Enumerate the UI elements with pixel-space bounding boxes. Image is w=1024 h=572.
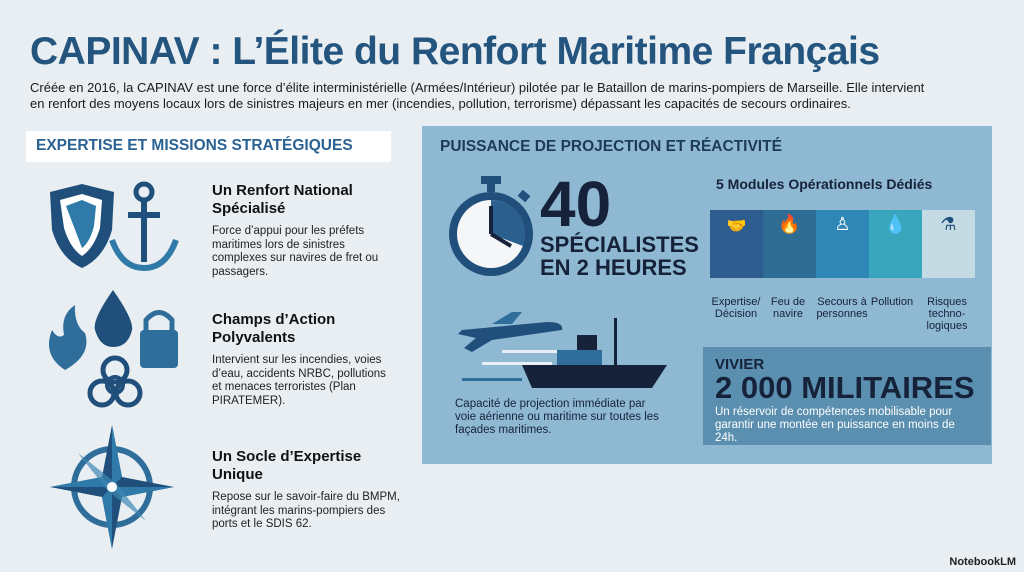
stopwatch-icon bbox=[449, 176, 533, 276]
specialists-count: 40 bbox=[540, 168, 612, 240]
vivier-number: 2 000 MILITAIRES bbox=[715, 370, 975, 405]
module-label: Expertise/ Décision bbox=[711, 296, 761, 320]
section-heading-expertise: EXPERTISE ET MISSIONS STRATÉGIQUES bbox=[26, 131, 391, 162]
module-tech: ⚗ bbox=[922, 210, 975, 278]
module-label: Pollution bbox=[870, 296, 914, 308]
hazards-icon bbox=[48, 290, 178, 408]
plane-ship-icon bbox=[458, 312, 667, 388]
time-label: EN 2 HEURES bbox=[540, 255, 687, 280]
modules-title: 5 Modules Opérationnels Dédiés bbox=[716, 176, 933, 192]
flame-icon: 🔥 bbox=[778, 214, 801, 234]
module-label: Feu de navire bbox=[770, 296, 806, 320]
flask-icon: ⚗ bbox=[940, 214, 957, 234]
mission-item: Champs d’Action Polyvalents Intervient s… bbox=[212, 311, 397, 408]
shield-anchor-icon bbox=[50, 181, 179, 272]
oil-drop-icon: 💧 bbox=[884, 214, 907, 234]
compass-rose-icon bbox=[50, 425, 174, 549]
specialists-label: SPÉCIALISTES bbox=[540, 232, 699, 257]
module-rescue: ♙ bbox=[816, 210, 869, 278]
handshake-icon: 🤝 bbox=[726, 218, 747, 235]
page-title: CAPINAV : L’Élite du Renfort Maritime Fr… bbox=[30, 30, 880, 73]
intro-text: Créée en 2016, la CAPINAV est une force … bbox=[30, 80, 925, 111]
brand-watermark: NotebookLM bbox=[949, 556, 1016, 568]
projection-caption: Capacité de projection immédiate par voi… bbox=[455, 398, 659, 436]
modules-row: 🤝 🔥 ♙ 💧 ⚗ bbox=[710, 210, 976, 330]
mission-text: Repose sur le savoir-faire du BMPM, inté… bbox=[212, 491, 400, 530]
person-icon: ♙ bbox=[834, 214, 851, 234]
module-fire: 🔥 bbox=[763, 210, 816, 278]
section-heading-projection: PUISSANCE DE PROJECTION ET RÉACTIVITÉ bbox=[440, 138, 782, 155]
vivier-label: VIVIER bbox=[715, 356, 765, 373]
module-label: Secours à personnes bbox=[816, 296, 868, 320]
mission-text: Intervient sur les incendies, voies d’ea… bbox=[212, 354, 386, 407]
module-label: Risques techno-logiques bbox=[926, 296, 968, 332]
module-pollution: 💧 bbox=[869, 210, 922, 278]
module-expertise: 🤝 bbox=[710, 210, 763, 278]
mission-item: Un Socle d’Expertise Unique Repose sur l… bbox=[212, 448, 407, 532]
vivier-box: VIVIER 2 000 MILITAIRES Un réservoir de … bbox=[703, 347, 991, 445]
mission-title: Un Renfort National Spécialisé bbox=[212, 182, 353, 217]
vivier-text: Un réservoir de compétences mobilisable … bbox=[715, 406, 955, 444]
mission-title: Un Socle d’Expertise Unique bbox=[212, 448, 362, 483]
mission-title: Champs d’Action Polyvalents bbox=[212, 311, 336, 346]
mission-text: Force d’appui pour les préfets maritimes… bbox=[212, 225, 379, 278]
mission-item: Un Renfort National Spécialisé Force d’a… bbox=[212, 182, 397, 279]
